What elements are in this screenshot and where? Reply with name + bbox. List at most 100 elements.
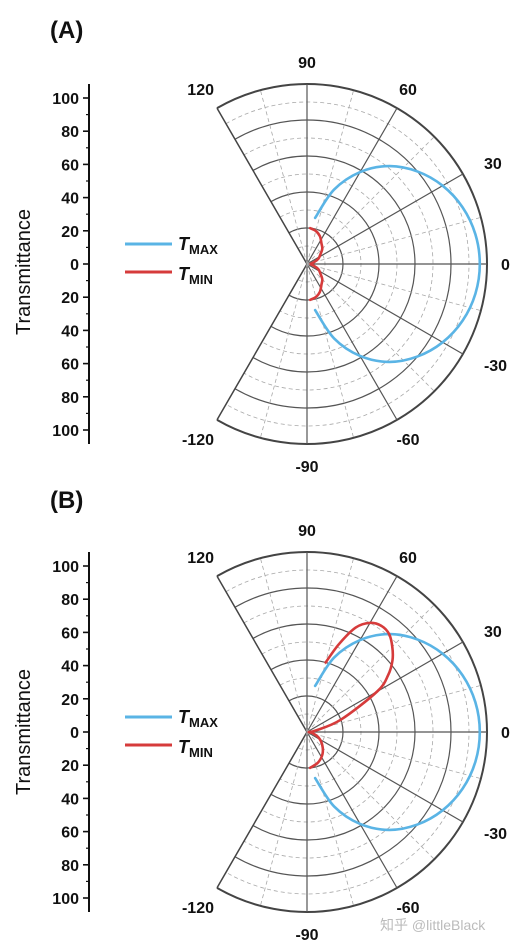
series-line-max: [313, 164, 482, 364]
grid-spoke-minor: [306, 731, 481, 779]
panel-label: (B): [50, 487, 83, 514]
angle-tick-label: -90: [295, 927, 318, 944]
grid-spoke-edge: [216, 731, 308, 889]
scale-tick-label: 0: [70, 725, 79, 742]
angle-tick-label: 0: [501, 257, 510, 274]
angle-tick-label: -60: [396, 432, 419, 449]
legend-label-tmin: TMIN: [178, 264, 213, 287]
radial-scale-axis: 100 80 60 40 20 0 20 40 60 80 100: [52, 552, 90, 912]
grid-spoke: [306, 575, 398, 733]
polar-plot: 120 90 60 30 0 -30 -60 -90 -120: [182, 55, 510, 476]
panel-a: (A) Transmittance 100 80 60 40 20 0 20 40 60 80 10…: [13, 17, 510, 476]
angle-tick-label: -30: [484, 826, 507, 843]
legend-label-tmax-sub: MAX: [189, 715, 218, 730]
angle-tick-label: -120: [182, 432, 214, 449]
legend-label-tmin-main: T: [178, 737, 191, 757]
scale-tick-label: 20: [61, 758, 79, 775]
scale-tick-label: 40: [61, 191, 79, 208]
grid-spoke-minor: [260, 263, 308, 438]
grid-spoke-minor: [306, 685, 481, 733]
scale-tick-label: 80: [61, 390, 79, 407]
grid-spoke: [306, 641, 464, 733]
legend: TMAX TMIN: [125, 234, 218, 287]
grid-spoke-edge: [216, 575, 308, 733]
angle-tick-label: -120: [182, 900, 214, 917]
grid-ring: [216, 551, 489, 913]
grid-spoke: [306, 263, 464, 355]
angle-tick-label: 30: [484, 156, 502, 173]
angle-tick-label: 60: [399, 550, 417, 567]
grid-spoke-edge: [216, 107, 308, 265]
scale-tick-label: 100: [52, 891, 79, 908]
legend-label-tmax-sub: MAX: [189, 242, 218, 257]
angle-tick-label: 120: [187, 550, 214, 567]
legend: TMAX TMIN: [125, 707, 218, 760]
legend-label-tmin-sub: MIN: [189, 272, 213, 287]
grid-spoke-minor: [260, 731, 308, 906]
legend-label-tmin-sub: MIN: [189, 745, 213, 760]
grid-spoke-edge: [216, 263, 308, 421]
angle-tick-label: -30: [484, 358, 507, 375]
grid-spoke-minor: [306, 731, 354, 906]
grid-spoke-minor: [306, 731, 435, 860]
scale-tick-label: 80: [61, 124, 79, 141]
legend-label-tmax: TMAX: [178, 707, 218, 730]
series-line-min: [308, 226, 324, 302]
angle-tick-label: -60: [396, 900, 419, 917]
grid-spoke: [306, 263, 398, 421]
grid-spoke-minor: [306, 263, 481, 311]
scale-tick-label: 100: [52, 559, 79, 576]
scale-tick-label: 100: [52, 91, 79, 108]
grid-ring: [261, 173, 398, 355]
grid-spoke-minor: [306, 217, 481, 265]
watermark: 知乎 @littleBlack: [380, 917, 486, 933]
grid-ring: [216, 83, 489, 445]
scale-tick-label: 100: [52, 423, 79, 440]
series-line-min: [307, 621, 395, 770]
series-line-max: [313, 632, 482, 832]
radial-scale-axis: 100 80 60 40 20 0 20 40 60 80 100: [52, 84, 90, 444]
panel-label: (A): [50, 17, 83, 44]
scale-tick-label: 60: [61, 825, 79, 842]
grid-spoke-minor: [260, 558, 308, 733]
panel-b: (B) Transmittance 1008060402002040608010…: [13, 487, 510, 944]
grid-spoke: [306, 173, 464, 265]
grid-spoke-minor: [306, 263, 354, 438]
angle-tick-label: 0: [501, 725, 510, 742]
legend-label-tmax-main: T: [178, 707, 191, 727]
scale-tick-label: 80: [61, 858, 79, 875]
angle-tick-label: -90: [295, 459, 318, 476]
scale-tick-label: 40: [61, 323, 79, 340]
scale-tick-label: 40: [61, 659, 79, 676]
angle-tick-label: 90: [298, 55, 316, 72]
polar-plot: 120 90 60 30 0 -30 -60 -90 -120: [182, 523, 510, 944]
scale-tick-label: 80: [61, 592, 79, 609]
grid-ring: [261, 641, 398, 823]
legend-label-tmax: TMAX: [178, 234, 218, 257]
legend-label-tmin: TMIN: [178, 737, 213, 760]
scale-tick-label: 60: [61, 625, 79, 642]
scale-tick-label: 60: [61, 357, 79, 374]
scale-tick-label: 20: [61, 224, 79, 241]
grid-spoke: [306, 731, 464, 823]
angle-tick-label: 60: [399, 82, 417, 99]
scale-tick-label: 20: [61, 290, 79, 307]
grid-spoke: [306, 731, 398, 889]
y-axis-label: Transmittance: [13, 669, 35, 795]
scale-tick-label: 0: [70, 257, 79, 274]
grid-spoke-minor: [306, 136, 435, 265]
grid-spoke-minor: [306, 604, 435, 733]
angle-tick-label: 30: [484, 624, 502, 641]
angle-tick-label: 120: [187, 82, 214, 99]
grid-spoke-minor: [306, 263, 435, 392]
grid-spoke-minor: [260, 90, 308, 265]
scale-tick-label: 40: [61, 791, 79, 808]
y-axis-label: Transmittance: [13, 209, 35, 335]
legend-label-tmax-main: T: [178, 234, 191, 254]
angle-tick-label: 90: [298, 523, 316, 540]
scale-tick-label: 20: [61, 692, 79, 709]
grid-spoke-minor: [306, 558, 354, 733]
legend-label-tmin-main: T: [178, 264, 191, 284]
grid-spoke: [306, 107, 398, 265]
